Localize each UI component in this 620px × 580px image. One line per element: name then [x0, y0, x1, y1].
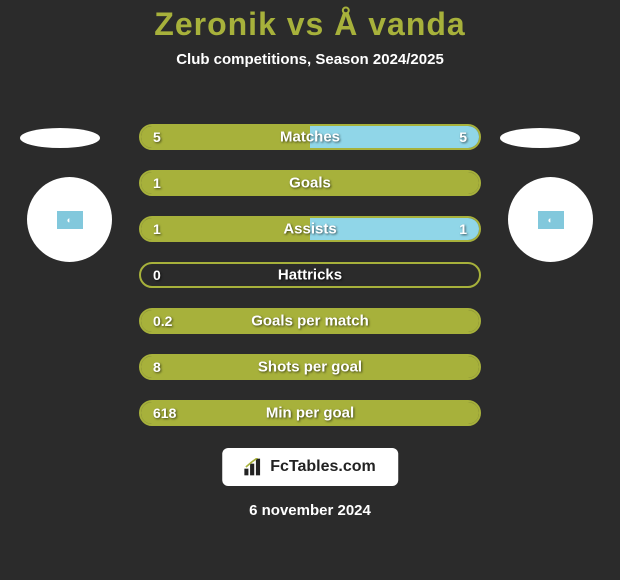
stat-left-value: 0.2 — [153, 313, 172, 329]
right-player-circle: ◐ — [508, 177, 593, 262]
top-left-ellipse — [20, 128, 100, 148]
stat-label: Shots per goal — [258, 359, 362, 376]
branding: FcTables.com — [222, 448, 398, 486]
stat-left-value: 1 — [153, 175, 161, 191]
stat-label: Goals per match — [251, 313, 369, 330]
stat-row: 618 Min per goal — [139, 400, 481, 426]
stat-row: 1 1 Assists — [139, 216, 481, 242]
stat-label: Matches — [280, 129, 340, 146]
right-flag-icon: ◐ — [538, 211, 564, 229]
stat-label: Goals — [289, 175, 331, 192]
left-player-circle: ◐ — [27, 177, 112, 262]
fctables-logo-icon — [244, 458, 264, 476]
stat-left-value: 0 — [153, 267, 161, 283]
stat-label: Hattricks — [278, 267, 342, 284]
title-text: Zeronik vs Å vanda — [154, 6, 465, 42]
stat-label: Min per goal — [266, 405, 354, 422]
date-value: 6 november 2024 — [249, 502, 371, 519]
stat-left-value: 1 — [153, 221, 161, 237]
stat-left-value: 5 — [153, 129, 161, 145]
branding-text: FcTables.com — [270, 458, 376, 476]
stat-right-value: 1 — [459, 221, 467, 237]
stat-left-value: 8 — [153, 359, 161, 375]
stat-right-value: 5 — [459, 129, 467, 145]
subtitle-text: Club competitions, Season 2024/2025 — [176, 51, 444, 68]
stat-row: 5 5 Matches — [139, 124, 481, 150]
left-flag-icon: ◐ — [57, 211, 83, 229]
stat-left-value: 618 — [153, 405, 176, 421]
stat-label: Assists — [283, 221, 336, 238]
stat-row: 1 Goals — [139, 170, 481, 196]
top-right-ellipse — [500, 128, 580, 148]
date-text: 6 november 2024 — [0, 502, 620, 519]
subtitle: Club competitions, Season 2024/2025 — [0, 51, 620, 68]
stat-row: 0 Hattricks — [139, 262, 481, 288]
stat-row: 0.2 Goals per match — [139, 308, 481, 334]
stat-row: 8 Shots per goal — [139, 354, 481, 380]
page-title: Zeronik vs Å vanda — [0, 0, 620, 43]
